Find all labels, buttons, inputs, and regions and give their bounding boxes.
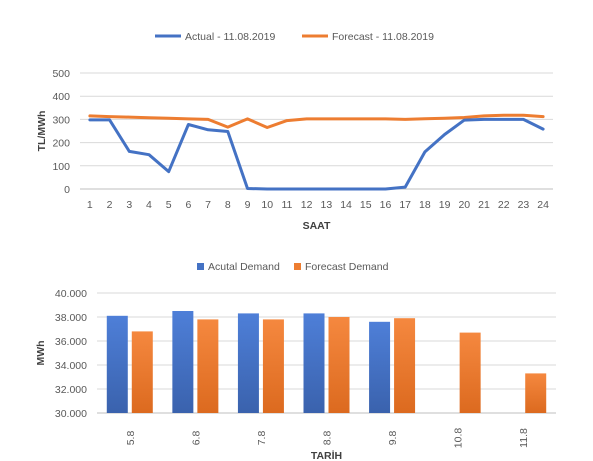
bar-legend-swatch-0: [197, 263, 204, 270]
bar-chart-x-axis-title: TARİH: [311, 449, 342, 461]
bar-forecast-0: [131, 331, 153, 413]
line-chart-y-tick-label: 200: [52, 138, 70, 150]
line-chart-y-tick-label: 400: [52, 91, 70, 103]
bar-forecast-5: [459, 332, 481, 413]
bar-forecast-3: [328, 317, 350, 413]
line-chart-x-tick-label: 4: [146, 199, 152, 211]
bar-chart-y-tick-label: 40.000: [55, 288, 87, 300]
line-chart-x-tick-label: 2: [107, 199, 113, 211]
line-chart-y-tick-label: 0: [64, 184, 70, 196]
line-chart-x-tick-label: 16: [380, 199, 392, 211]
line-legend-label-1: Forecast - 11.08.2019: [332, 31, 434, 43]
bar-chart-x-tick-label: 8.8: [322, 431, 334, 446]
line-chart-x-axis-title: SAAT: [303, 220, 331, 232]
line-series-0: [88, 117, 545, 191]
line-legend-label-0: Actual - 11.08.2019: [185, 31, 275, 43]
line-chart-y-tick-label: 100: [52, 161, 70, 173]
bar-chart-x-tick-label: 7.8: [256, 431, 268, 446]
line-chart-x-tick-label: 14: [340, 199, 352, 211]
bar-chart-y-axis-title: MWh: [35, 340, 47, 365]
line-chart-x-tick-label: 20: [458, 199, 470, 211]
line-chart-x-tick-label: 22: [498, 199, 510, 211]
bar-chart-y-tick-label: 30.000: [55, 408, 87, 420]
line-chart-x-tick-label: 23: [518, 199, 530, 211]
bar-forecast-2: [262, 319, 284, 413]
line-chart-x-tick-label: 5: [166, 199, 172, 211]
bar-chart-x-tick-label: 10.8: [453, 428, 465, 449]
line-chart-y-axis-title: TL/MWh: [36, 111, 48, 152]
bar-chart-x-tick-label: 6.8: [190, 431, 202, 446]
line-chart-x-tick-label: 10: [261, 199, 273, 211]
bar-chart-y-tick-label: 32.000: [55, 384, 87, 396]
bar-chart-y-tick-label: 36.000: [55, 336, 87, 348]
bar-actual-0: [106, 315, 128, 413]
bar-actual-3: [303, 313, 325, 413]
line-chart-y-tick-label: 500: [52, 68, 70, 80]
bar-chart: 30.000 32.000 34.000 36.000 38.000 40.000 5.8 6…: [35, 261, 556, 461]
line-chart-x-tick-label: 19: [439, 199, 451, 211]
line-chart-x-tick-label: 1: [87, 199, 93, 211]
line-chart-x-tick-label: 24: [537, 199, 549, 211]
bar-forecast-1: [197, 319, 219, 413]
bar-legend-label-1: Forecast Demand: [305, 261, 389, 273]
line-chart-x-tick-label: 18: [419, 199, 431, 211]
bar-chart-y-tick-label: 34.000: [55, 360, 87, 372]
line-chart-x-tick-label: 9: [245, 199, 251, 211]
line-chart-x-tick-label: 7: [205, 199, 211, 211]
bar-chart-x-tick-label: 11.8: [518, 428, 530, 448]
bar-chart-x-tick-label: 5.8: [125, 431, 137, 446]
bar-legend-swatch-1: [294, 263, 301, 270]
line-chart-x-tick-label: 11: [281, 199, 292, 211]
line-chart-x-tick-label: 8: [225, 199, 231, 211]
bar-legend-label-0: Acutal Demand: [208, 261, 280, 273]
bar-actual-4: [369, 321, 391, 413]
line-chart-x-tick-label: 12: [301, 199, 313, 211]
line-chart-x-tick-label: 3: [126, 199, 132, 211]
line-chart-x-tick-label: 6: [185, 199, 191, 211]
line-chart-x-tick-label: 21: [478, 199, 490, 211]
bar-forecast-6: [525, 373, 547, 413]
line-chart-y-tick-label: 300: [52, 114, 70, 126]
bar-chart-y-tick-label: 38.000: [55, 312, 87, 324]
bar-chart-x-tick-label: 9.8: [387, 431, 399, 446]
line-chart-x-tick-label: 15: [360, 199, 372, 211]
line-chart-x-tick-label: 13: [321, 199, 333, 211]
bar-forecast-4: [394, 318, 416, 413]
line-series-1: [88, 113, 545, 129]
bar-actual-2: [237, 313, 259, 413]
line-chart-x-tick-label: 17: [399, 199, 411, 211]
bar-actual-1: [172, 311, 194, 413]
